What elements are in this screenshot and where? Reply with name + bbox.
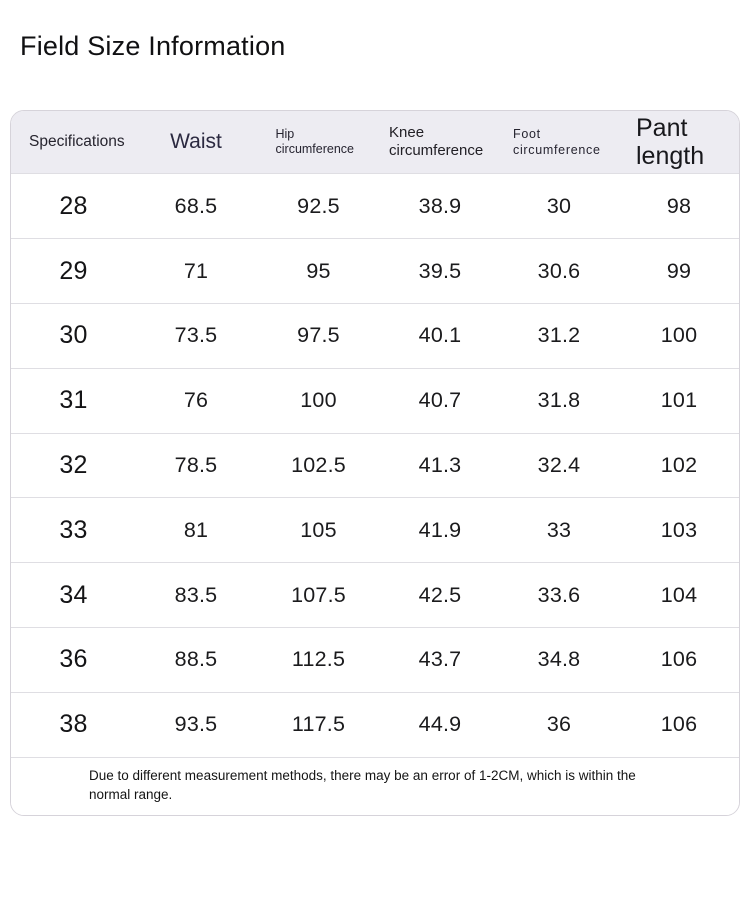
cell-foot-circumference: 31.8 [537,388,581,413]
size-table: Specifications Waist Hip circumference K… [10,110,740,816]
cell-waist: 93.5 [174,712,218,737]
cell-knee-circumference: 43.7 [418,647,462,672]
table-row: 30 73.5 97.5 40.1 31.2 100 [11,302,739,368]
cell-hip-circumference: 105 [300,517,337,542]
cell-specifications: 34 [59,580,88,609]
column-header-knee-circumference: Knee circumference [381,124,499,162]
cell-foot-circumference: 33 [546,517,572,542]
table-row: 32 78.5 102.5 41.3 32.4 102 [11,432,739,498]
cell-waist: 78.5 [174,452,218,477]
column-header-label: Foot circumference [513,127,601,158]
cell-hip-circumference: 112.5 [291,647,346,672]
cell-knee-circumference: 40.1 [418,323,462,348]
cell-waist: 81 [183,517,209,542]
table-row: 34 83.5 107.5 42.5 33.6 104 [11,562,739,627]
cell-foot-circumference: 33.6 [537,582,581,607]
column-header-label: Knee circumference [389,123,484,160]
table-row: 28 68.5 92.5 38.9 30 98 [11,173,739,239]
cell-hip-circumference: 95 [306,258,331,283]
cell-foot-circumference: 30 [546,193,572,218]
cell-knee-circumference: 44.9 [418,712,462,737]
table-header-row: Specifications Waist Hip circumference K… [11,111,739,174]
cell-knee-circumference: 41.9 [418,517,462,542]
table-row: 33 81 105 41.9 33 103 [11,497,739,563]
cell-pant-length: 106 [660,647,698,672]
column-header-waist: Waist [136,130,256,154]
cell-waist: 83.5 [174,582,218,607]
table-row: 36 88.5 112.5 43.7 34.8 106 [11,626,739,692]
cell-pant-length: 101 [660,388,698,413]
cell-specifications: 29 [59,256,88,285]
measurement-note-text: Due to different measurement methods, th… [89,767,636,803]
column-header-hip-circumference: Hip circumference [256,127,381,158]
cell-waist: 76 [183,388,209,413]
cell-specifications: 31 [59,386,88,415]
column-header-specifications: Specifications [11,133,136,151]
cell-pant-length: 102 [660,452,698,477]
cell-foot-circumference: 36 [546,712,572,737]
cell-knee-circumference: 41.3 [418,452,462,477]
cell-specifications: 38 [59,710,88,739]
cell-waist: 73.5 [174,323,218,348]
page-title: Field Size Information [20,31,286,61]
cell-knee-circumference: 40.7 [418,388,462,413]
cell-hip-circumference: 107.5 [291,582,346,607]
cell-specifications: 30 [59,321,88,350]
cell-waist: 68.5 [174,193,218,218]
cell-knee-circumference: 39.5 [418,258,462,283]
cell-foot-circumference: 31.2 [537,323,581,348]
cell-foot-circumference: 34.8 [537,647,581,672]
table-row: 31 76 100 40.7 31.8 101 [11,367,739,433]
cell-foot-circumference: 32.4 [537,452,581,477]
column-header-pant-length: Pant length [619,114,739,170]
column-header-label: Pant length [636,114,705,171]
column-header-label: Waist [170,130,222,154]
cell-foot-circumference: 30.6 [537,258,581,283]
cell-pant-length: 106 [660,712,698,737]
cell-knee-circumference: 42.5 [418,582,462,607]
cell-specifications: 32 [59,450,88,479]
column-header-foot-circumference: Foot circumference [499,126,619,159]
column-header-label: Hip circumference [275,126,355,157]
cell-hip-circumference: 97.5 [297,323,340,348]
cell-specifications: 36 [59,645,88,674]
cell-hip-circumference: 117.5 [291,712,346,737]
table-row: 29 71 95 39.5 30.6 99 [11,238,739,303]
cell-pant-length: 100 [660,323,698,348]
table-body: 28 68.5 92.5 38.9 30 98 29 71 95 39.5 30.6 99 30 73.5… [11,173,739,757]
cell-hip-circumference: 100 [300,388,337,413]
cell-specifications: 33 [59,515,88,544]
cell-pant-length: 104 [660,582,698,607]
cell-pant-length: 103 [660,517,698,542]
measurement-note: Due to different measurement methods, th… [11,756,739,815]
column-header-label: Specifications [29,133,125,151]
cell-waist: 71 [183,258,209,283]
cell-knee-circumference: 38.9 [418,193,462,218]
cell-specifications: 28 [59,191,88,220]
cell-pant-length: 98 [666,193,692,218]
table-row: 38 93.5 117.5 44.9 36 106 [11,691,739,757]
cell-hip-circumference: 102.5 [291,452,346,477]
cell-hip-circumference: 92.5 [297,193,340,218]
cell-waist: 88.5 [174,647,218,672]
cell-pant-length: 99 [666,258,692,283]
